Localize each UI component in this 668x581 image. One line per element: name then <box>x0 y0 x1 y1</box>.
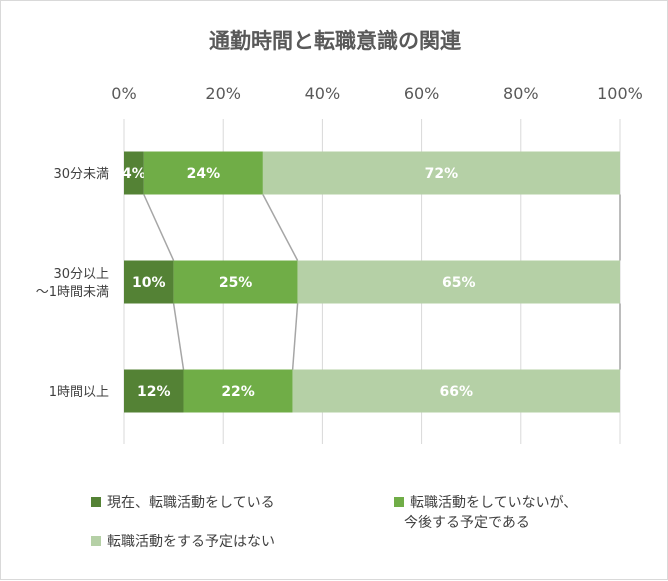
data-label: 10% <box>132 275 166 291</box>
data-label: 65% <box>442 275 476 291</box>
series-line <box>262 194 299 261</box>
x-axis-ticks: 0% 20% 40% 60% 80% 100% <box>111 84 643 103</box>
series-line <box>143 194 175 261</box>
data-label: 66% <box>440 384 474 400</box>
legend-swatch <box>394 497 404 507</box>
bar-segment <box>183 369 293 413</box>
bars: 4% 24% 72% 10% 25% 65% 12% 22% 66% <box>122 151 620 413</box>
legend-swatch <box>91 536 101 546</box>
series-line <box>172 303 185 370</box>
bar-segment <box>143 151 263 195</box>
data-label: 24% <box>187 166 221 182</box>
category-label: 30分未満 <box>53 167 109 182</box>
series-line <box>291 303 299 370</box>
bar-segment <box>292 369 620 413</box>
data-label: 72% <box>425 166 459 182</box>
data-label: 12% <box>137 384 171 400</box>
legend: 現在、転職活動をしている 転職活動をしていないが、今後する予定である転職活動をする… <box>91 495 577 550</box>
series-lines <box>143 194 621 370</box>
x-tick-label: 40% <box>305 84 341 103</box>
data-label: 25% <box>219 275 253 291</box>
bar-segment <box>124 260 174 304</box>
bar-segment <box>173 260 298 304</box>
x-tick-label: 20% <box>205 84 241 103</box>
x-tick-label: 0% <box>111 84 136 103</box>
x-tick-label: 80% <box>503 84 539 103</box>
category-labels: 30分未満 30分以上～1時間未満 1時間以上 <box>36 167 109 400</box>
data-label: 22% <box>221 384 255 400</box>
bar-segment <box>297 260 620 304</box>
legend-label: 現在、転職活動をしている <box>107 495 275 511</box>
legend-label: 転職活動をする予定はない <box>107 534 275 550</box>
legend-swatch <box>91 497 101 507</box>
category-label: 30分以上～1時間未満 <box>36 267 109 300</box>
chart-title: 通勤時間と転職意識の関連 <box>209 29 462 53</box>
bar-segment <box>124 151 144 195</box>
x-tick-label: 100% <box>597 84 643 103</box>
bar-segment <box>124 369 184 413</box>
legend-label: 転職活動をしていないが、今後する予定である <box>404 495 577 531</box>
bar-segment <box>262 151 620 195</box>
category-label: 1時間以上 <box>49 385 109 400</box>
x-tick-label: 60% <box>404 84 440 103</box>
data-label: 4% <box>122 166 146 182</box>
